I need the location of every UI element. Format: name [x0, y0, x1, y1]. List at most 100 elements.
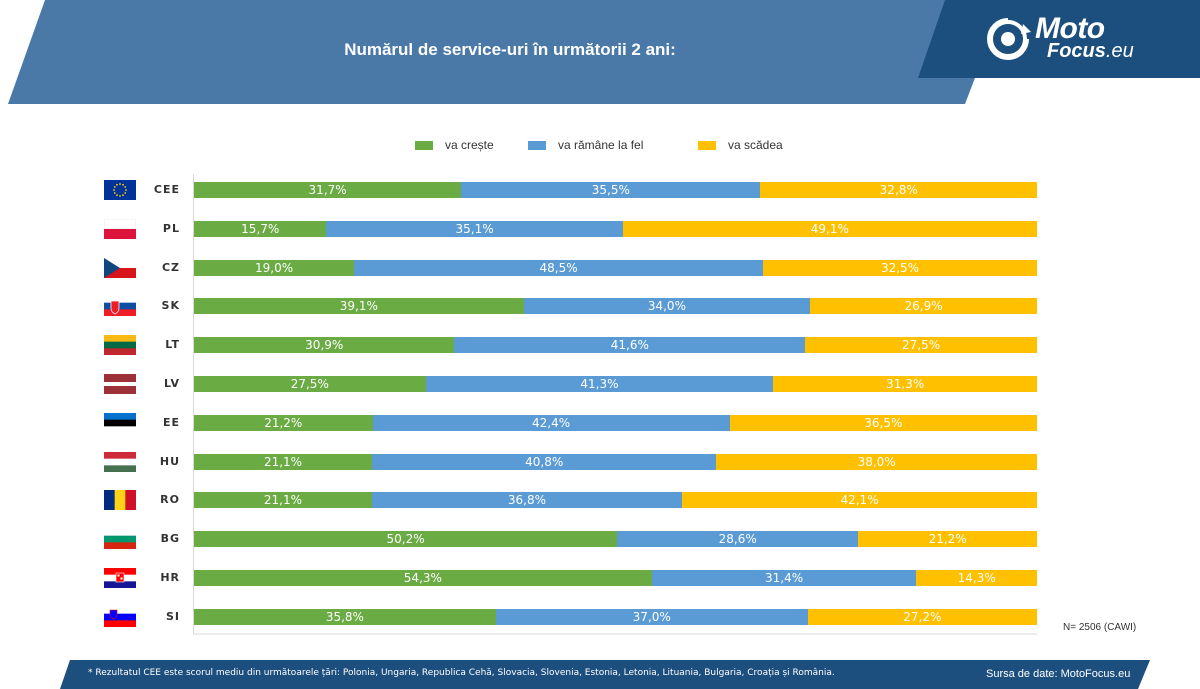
bar-segment	[461, 182, 761, 198]
data-label: 35,1%	[455, 221, 494, 236]
sample-size-note: N= 2506 (CAWI)	[1063, 622, 1137, 633]
data-label: 21,2%	[928, 532, 967, 547]
bar-segment	[194, 531, 618, 548]
poland-flag-icon	[103, 218, 137, 239]
bar-segment	[194, 376, 426, 392]
bar-segment	[354, 259, 763, 276]
bar-segment	[763, 259, 1037, 276]
hungary-flag-icon	[104, 451, 136, 472]
data-label: 36,5%	[864, 415, 903, 430]
bar-segment	[810, 298, 1037, 315]
bar-segment	[495, 608, 808, 625]
category-label: EE	[162, 415, 180, 429]
lithuania-flag-icon	[104, 335, 136, 356]
chart-legend: va crește va rămâne la fel va scădea	[0, 138, 1200, 156]
czechia-flag-icon	[104, 257, 136, 278]
data-label: 37,0%	[632, 609, 671, 624]
category-label: RO	[160, 493, 180, 507]
legend-label: va crește	[445, 138, 494, 152]
footer-band	[60, 660, 1150, 689]
eu-flag-icon	[104, 180, 136, 200]
motofocus-logo[interactable]: Moto Focus.eu	[985, 8, 1175, 68]
data-label: 21,2%	[264, 415, 303, 430]
data-label: 40,8%	[525, 454, 564, 469]
slovakia-flag-icon	[104, 296, 136, 317]
data-label: 32,5%	[880, 260, 920, 275]
bar-segment	[194, 337, 455, 354]
latvia-flag-icon	[104, 374, 136, 394]
bar-segment	[194, 453, 373, 470]
data-label: 35,8%	[325, 609, 364, 624]
legend-swatch-green	[415, 140, 433, 150]
legend-swatch-yellow	[698, 140, 716, 150]
slovenia-flag-icon	[104, 606, 136, 628]
data-label: 28,6%	[718, 532, 757, 547]
bar-segment	[651, 570, 917, 586]
category-label: LV	[163, 377, 180, 390]
bar-segment	[425, 376, 774, 392]
bar-segment	[326, 220, 623, 237]
logo-background	[918, 0, 1200, 78]
data-label: 31,7%	[308, 183, 347, 197]
data-label: 48,5%	[539, 260, 578, 275]
data-label: 42,1%	[840, 493, 879, 508]
category-label: SK	[161, 299, 180, 313]
data-source: Sursa de date: MotoFocus.eu	[986, 668, 1131, 680]
bulgaria-flag-icon	[104, 529, 136, 550]
category-label: CEE	[153, 183, 180, 196]
category-label: PL	[162, 221, 180, 235]
bar-segment	[523, 298, 811, 315]
croatia-flag-icon	[104, 568, 136, 589]
bar-segment	[372, 414, 730, 431]
bar-segment	[617, 531, 859, 548]
bar-segment	[805, 337, 1037, 354]
logo-focus-text: Focus.eu	[1047, 40, 1134, 62]
bar-segment	[194, 608, 496, 625]
data-label: 50,2%	[386, 532, 425, 547]
header-band	[8, 0, 1200, 104]
bar-segment	[194, 570, 652, 586]
category-label: CZ	[161, 260, 180, 274]
category-label: SI	[165, 609, 180, 623]
data-label: 38,0%	[857, 454, 896, 469]
data-label: 41,3%	[580, 377, 619, 391]
data-label: 21,1%	[263, 454, 303, 469]
data-label: 27,2%	[903, 609, 942, 624]
data-label: 30,9%	[305, 338, 344, 353]
legend-item-increase: va crește	[415, 138, 494, 152]
bar-segment	[622, 220, 1037, 237]
data-label: 36,8%	[507, 493, 547, 508]
data-label: 15,7%	[241, 221, 280, 236]
category-label: HR	[160, 571, 180, 584]
bar-segment	[454, 337, 806, 354]
data-label: 26,9%	[904, 299, 943, 314]
data-label: 41,6%	[610, 338, 649, 353]
data-label: 31,4%	[765, 571, 804, 585]
bar-segment	[858, 531, 1037, 548]
data-label: 21,1%	[263, 493, 302, 508]
bar-segment	[716, 453, 1037, 470]
bar-segment	[372, 453, 717, 470]
data-label: 49,1%	[810, 221, 849, 236]
page-title: Numărul de service-uri în următorii 2 an…	[344, 40, 676, 59]
footnote: * Rezultatul CEE este scorul mediu din u…	[88, 668, 835, 678]
data-label: 35,5%	[591, 183, 630, 197]
bar-segment	[682, 492, 1037, 509]
data-label: 14,3%	[957, 571, 996, 585]
data-label: 54,3%	[403, 571, 442, 585]
data-label: 31,3%	[886, 377, 925, 391]
bar-segment	[760, 182, 1037, 198]
bar-segment	[194, 298, 524, 315]
bar-segment	[194, 414, 373, 431]
logo-moto-text: Moto	[1035, 12, 1105, 45]
data-label: 27,5%	[902, 338, 941, 353]
data-label: 39,1%	[339, 299, 378, 314]
legend-swatch-blue	[528, 140, 546, 150]
gear-icon	[987, 16, 1031, 60]
bar-segment	[807, 608, 1037, 625]
bar-segment	[371, 492, 683, 509]
header-background	[8, 0, 1200, 104]
bar-segment	[194, 182, 462, 198]
bar-segment	[194, 259, 355, 276]
